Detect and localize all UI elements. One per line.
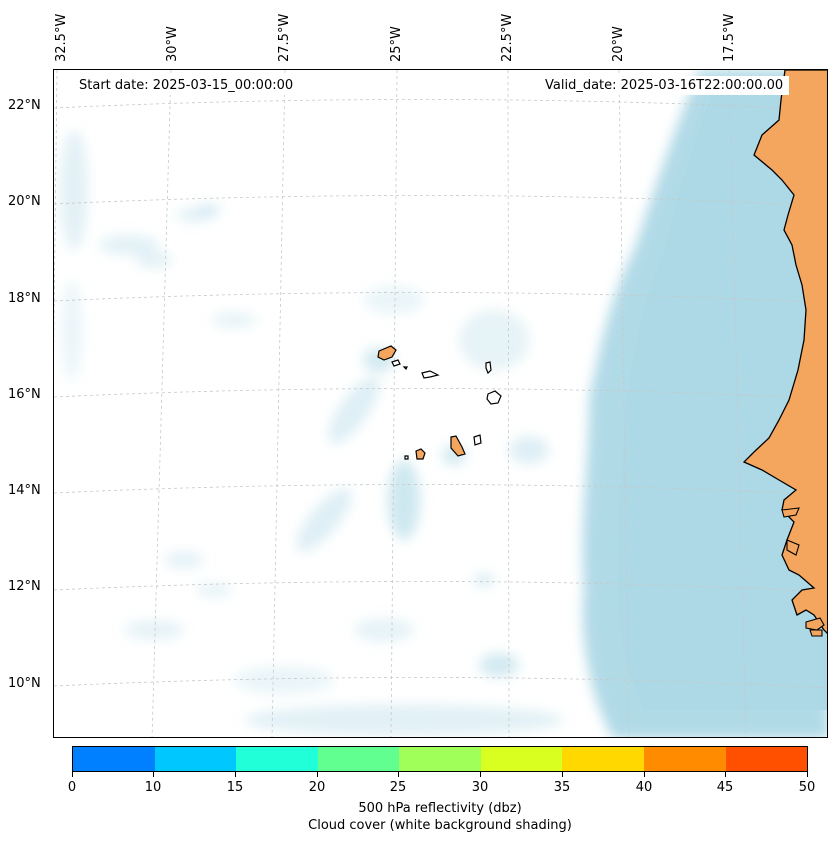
colorbar-seg-35-40: [562, 747, 644, 771]
colorbar-tick-20: [317, 772, 318, 777]
colorbar-tick-50: [807, 772, 808, 777]
bissagos-islands: [805, 617, 825, 637]
colorbar-seg-25-30: [399, 747, 481, 771]
lon-label-25w: 25°W: [389, 26, 404, 62]
island-santo-antao: [377, 345, 397, 361]
map-panel[interactable]: [53, 69, 828, 738]
faint-cloud-streaks: [60, 130, 564, 736]
colorbar-tick-0: [72, 772, 73, 777]
lon-label-32-5w: 32.5°W: [54, 13, 69, 62]
colorbar-tick-label-25: 25: [389, 780, 407, 795]
lon-label-30w: 30°W: [165, 26, 180, 62]
colorbar-tick-15: [235, 772, 236, 777]
colorbar-tick-label-40: 40: [635, 780, 653, 795]
colorbar-seg-40-45: [643, 747, 726, 771]
map-canvas: [54, 70, 827, 737]
lon-label-17-5w: 17.5°W: [722, 13, 737, 62]
lat-label-22n: 22°N: [8, 98, 41, 113]
colorbar-tick-35: [562, 772, 563, 777]
lat-label-12n: 12°N: [8, 579, 41, 594]
colorbar-tick-label-15: 15: [226, 780, 244, 795]
colorbar-tick-label-45: 45: [716, 780, 734, 795]
lat-label-20n: 20°N: [8, 194, 41, 209]
island-santiago: [450, 435, 466, 457]
lat-label-16n: 16°N: [8, 387, 41, 402]
island-fogo: [415, 448, 426, 460]
island-boa-vista: [486, 390, 502, 405]
island-sao-nicolau: [421, 370, 440, 379]
lat-label-14n: 14°N: [8, 483, 41, 498]
gambia-inlet: [781, 507, 800, 518]
gridlines: [54, 70, 827, 737]
lat-label-18n: 18°N: [8, 291, 41, 306]
colorbar-seg-10-15: [154, 747, 237, 771]
colorbar-tick-30: [480, 772, 481, 777]
lat-label-10n: 10°N: [8, 676, 41, 691]
island-brava: [404, 455, 409, 460]
africa-coast: [742, 70, 827, 634]
island-santa-luzia: [402, 366, 408, 371]
colorbar-tick-label-30: 30: [471, 780, 489, 795]
start-date-label: Start date: 2025-03-15_00:00:00: [73, 76, 300, 95]
colorbar-tick-label-0: 0: [67, 780, 77, 795]
colorbar-tick-label-50: 50: [798, 780, 816, 795]
colorbar-seg-45-50: [725, 747, 808, 771]
colorbar-subtitle: Cloud cover (white background shading): [308, 818, 572, 833]
colorbar-seg-15-20: [236, 747, 318, 771]
colorbar-seg-0-10: [73, 747, 155, 771]
valid-date-label: Valid_date: 2025-03-16T22:00:00.00: [539, 76, 790, 95]
colorbar-tick-label-20: 20: [308, 780, 326, 795]
cape-verde-islands: [377, 345, 502, 460]
colorbar-tick-10: [153, 772, 154, 777]
island-sal: [485, 361, 492, 375]
colorbar-tick-45: [725, 772, 726, 777]
lon-label-20w: 20°W: [611, 26, 626, 62]
island-sao-vicente: [391, 359, 401, 367]
senegal-river-mouth: [786, 539, 800, 556]
colorbar-seg-20-25: [317, 747, 400, 771]
colorbar-tick-label-35: 35: [553, 780, 571, 795]
colorbar-title: 500 hPa reflectivity (dbz): [358, 801, 522, 816]
island-maio: [473, 434, 482, 446]
colorbar-tick-label-10: 10: [144, 780, 162, 795]
lon-label-22-5w: 22.5°W: [500, 13, 515, 62]
cloud-band-east-core: [617, 90, 827, 710]
colorbar-tick-25: [398, 772, 399, 777]
colorbar: [72, 746, 808, 772]
lon-label-27-5w: 27.5°W: [277, 13, 292, 62]
colorbar-seg-30-35: [480, 747, 563, 771]
colorbar-tick-40: [644, 772, 645, 777]
